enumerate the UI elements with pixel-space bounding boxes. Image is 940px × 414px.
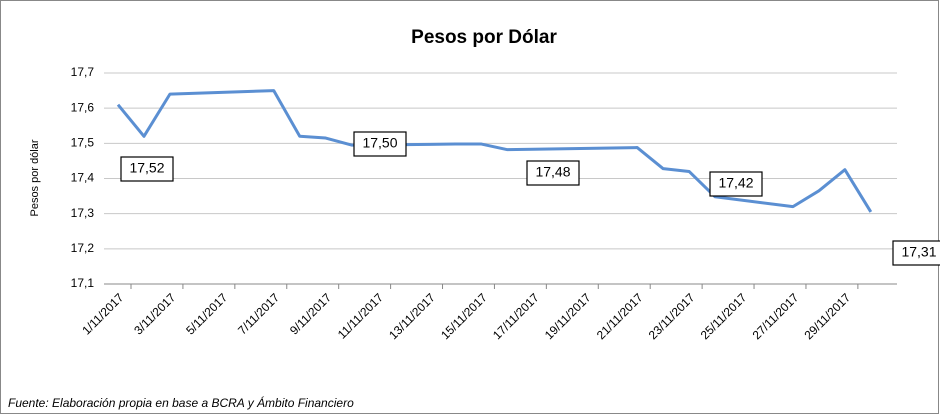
y-tick-label: 17,5 — [71, 136, 95, 150]
annotation-box — [120, 156, 174, 182]
y-tick-label: 17,6 — [71, 100, 95, 114]
y-tick-label: 17,4 — [71, 171, 95, 185]
annotation: 17,48 — [535, 164, 570, 180]
y-axis-label: Pesos por dólar — [29, 139, 41, 216]
annotation-box — [526, 160, 580, 186]
data-line — [116, 89, 873, 213]
annotation: 17,42 — [718, 175, 753, 191]
annotation-box — [892, 240, 940, 266]
annotation: 17,52 — [129, 160, 164, 176]
y-tick-label: 17,7 — [71, 65, 95, 79]
y-tick-label: 17,2 — [71, 241, 95, 255]
annotation: 17,50 — [362, 135, 397, 151]
annotation-box — [709, 171, 763, 197]
source-note: Fuente: Elaboración propia en base a BCR… — [8, 395, 354, 410]
y-tick-label: 17,1 — [71, 276, 95, 290]
annotation-box — [353, 131, 407, 157]
chart-title: Pesos por Dólar — [411, 27, 557, 48]
annotation: 17,31 — [901, 244, 936, 260]
y-tick-label: 17,3 — [71, 206, 95, 220]
